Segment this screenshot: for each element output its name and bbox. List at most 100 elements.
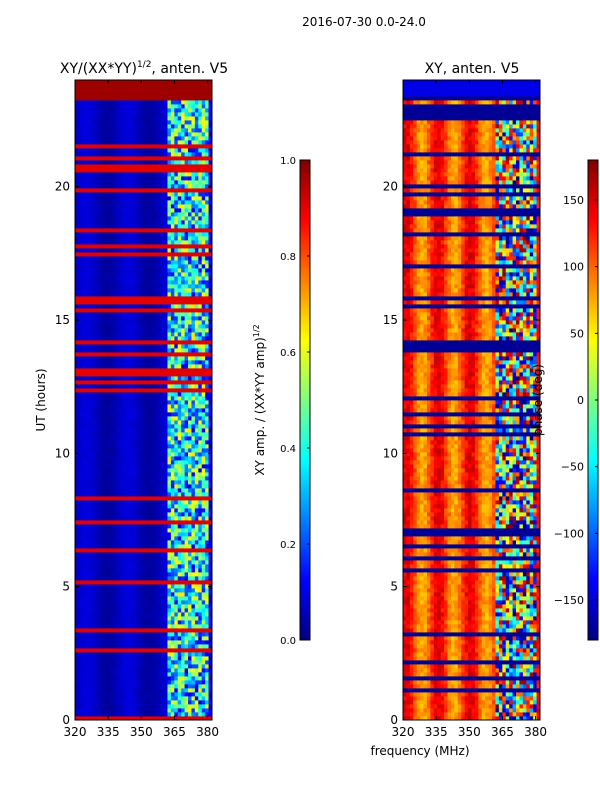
heatmap-cell	[153, 280, 158, 285]
heatmap-cell	[150, 464, 155, 469]
heatmap-cell	[81, 228, 86, 233]
heatmap-cell	[167, 612, 172, 617]
heatmap-cell	[140, 552, 144, 557]
heatmap-cell	[167, 472, 172, 477]
heatmap-cell	[95, 528, 100, 533]
heatmap-cell	[181, 520, 185, 525]
heatmap-cell	[177, 324, 182, 329]
heatmap-cell	[75, 680, 79, 685]
heatmap-cell	[119, 316, 124, 321]
heatmap-cell	[201, 484, 206, 489]
heatmap-cell	[150, 356, 155, 361]
heatmap-cell	[170, 436, 175, 441]
heatmap-cell	[109, 232, 114, 237]
heatmap-cell	[140, 700, 144, 705]
heatmap-cell	[167, 636, 172, 641]
heatmap-cell	[177, 528, 182, 533]
heatmap-cell	[167, 564, 172, 569]
heatmap-cell	[78, 324, 83, 329]
heatmap-cell	[146, 320, 151, 325]
heatmap-cell	[143, 660, 148, 665]
heatmap-cell	[177, 404, 182, 409]
heatmap-cell	[205, 616, 209, 621]
heatmap-cell	[150, 340, 155, 345]
heatmap-cell	[177, 664, 182, 669]
heatmap-cell	[191, 476, 196, 481]
heatmap-cell	[143, 544, 148, 549]
heatmap-cell	[122, 364, 127, 369]
heatmap-cell	[177, 700, 182, 705]
heatmap-cell	[143, 236, 148, 241]
heatmap-cell	[133, 484, 138, 489]
heatmap-cell	[174, 468, 179, 473]
heatmap-cell	[191, 228, 196, 233]
heatmap-cell	[126, 420, 131, 425]
heatmap-cell	[129, 532, 134, 537]
heatmap-cell	[116, 244, 120, 249]
heatmap-cell	[177, 412, 182, 417]
heatmap-cell	[140, 488, 144, 493]
heatmap-cell	[181, 600, 185, 605]
heatmap-cell	[88, 240, 93, 245]
heatmap-cell	[136, 572, 141, 577]
heatmap-cell	[116, 252, 120, 257]
heatmap-cell	[81, 516, 86, 521]
heatmap-cell	[122, 684, 127, 689]
heatmap-cell	[146, 636, 151, 641]
heatmap-cell	[129, 320, 134, 325]
heatmap-cell	[105, 288, 110, 293]
heatmap-cell	[92, 408, 96, 413]
heatmap-cell	[102, 228, 107, 233]
heatmap-cell	[143, 308, 148, 313]
heatmap-cell	[164, 600, 168, 605]
heatmap-cell	[191, 324, 196, 329]
heatmap-cell	[126, 512, 131, 517]
heatmap-cell	[116, 344, 120, 349]
heatmap-cell	[198, 500, 203, 505]
heatmap-cell	[164, 344, 168, 349]
heatmap-cell	[157, 652, 162, 657]
heatmap-cell	[105, 708, 110, 713]
heatmap-cell	[157, 528, 162, 533]
heatmap-cell	[194, 440, 199, 445]
heatmap-cell	[133, 384, 138, 389]
heatmap-cell	[184, 596, 189, 601]
heatmap-cell	[119, 480, 124, 485]
heatmap-cell	[174, 620, 179, 625]
heatmap-cell	[150, 452, 155, 457]
heatmap-cell	[160, 668, 165, 673]
heatmap-cell	[119, 224, 124, 229]
heatmap-cell	[170, 576, 175, 581]
heatmap-cell	[188, 332, 192, 337]
heatmap-cell	[170, 280, 175, 285]
heatmap-cell	[75, 288, 79, 293]
heatmap-cell	[188, 684, 192, 689]
heatmap-cell	[92, 388, 96, 393]
heatmap-cell	[188, 268, 192, 273]
heatmap-cell	[191, 452, 196, 457]
heatmap-cell	[208, 232, 213, 237]
heatmap-cell	[98, 384, 103, 389]
heatmap-cell	[105, 460, 110, 465]
heatmap-cell	[153, 476, 158, 481]
heatmap-cell	[75, 416, 79, 421]
heatmap-cell	[105, 656, 110, 661]
heatmap-cell	[78, 488, 83, 493]
heatmap-cell	[174, 692, 179, 697]
heatmap-cell	[105, 456, 110, 461]
heatmap-cell	[143, 472, 148, 477]
heatmap-cell	[119, 660, 124, 665]
heatmap-cell	[198, 648, 203, 653]
heatmap-cell	[75, 228, 79, 233]
heatmap-cell	[102, 476, 107, 481]
heatmap-cell	[205, 564, 209, 569]
heatmap-cell	[129, 552, 134, 557]
heatmap-cell	[88, 680, 93, 685]
heatmap-cell	[140, 704, 144, 709]
heatmap-cell	[92, 376, 96, 381]
heatmap-cell	[143, 284, 148, 289]
heatmap-cell	[136, 284, 141, 289]
heatmap-cell	[143, 636, 148, 641]
heatmap-cell	[109, 564, 114, 569]
heatmap-cell	[92, 440, 96, 445]
